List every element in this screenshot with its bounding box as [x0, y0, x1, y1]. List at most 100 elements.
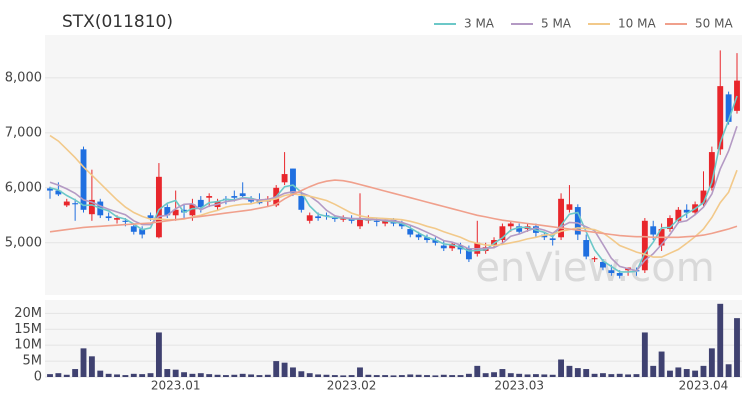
candle-body: [717, 86, 724, 150]
volume-bar: [415, 374, 422, 377]
candle-body: [298, 196, 305, 210]
volume-bar: [608, 374, 615, 377]
volume-bar: [214, 374, 221, 377]
volume-bar: [591, 373, 598, 377]
x-tick-label: 2023.01: [151, 379, 201, 393]
volume-bar: [524, 374, 531, 377]
candle-body: [407, 229, 414, 235]
candle-body: [139, 229, 146, 235]
candle-body: [415, 234, 422, 238]
candle-body: [591, 258, 598, 260]
volume-bar: [390, 375, 397, 377]
volume-bar: [47, 374, 53, 377]
candle-body: [566, 204, 573, 210]
x-tick-label: 2023.04: [679, 379, 729, 393]
moving-average-line: [49, 95, 738, 273]
volume-bar: [155, 332, 162, 377]
candle-body: [499, 226, 506, 241]
candle-body: [734, 80, 740, 111]
candle-body: [122, 220, 129, 222]
candle-body: [164, 207, 171, 216]
y-tick-label: 6,000: [5, 180, 42, 195]
candle-body: [449, 243, 456, 249]
candle-body: [608, 270, 615, 274]
volume-bar: [340, 375, 347, 377]
candle-body: [197, 199, 204, 208]
volume-bar: [457, 375, 464, 377]
candle-body: [206, 196, 213, 198]
candle-body: [290, 168, 296, 194]
volume-tick-label: 10M: [14, 338, 42, 353]
watermark: enView.com: [475, 245, 714, 291]
volume-bar: [692, 370, 699, 377]
candle-body: [315, 216, 322, 219]
volume-bar: [130, 373, 137, 377]
candle-body: [189, 204, 196, 216]
x-tick-label: 2023.03: [494, 379, 544, 393]
volume-bar: [658, 351, 665, 377]
volume-bar: [499, 369, 506, 377]
volume-bar: [63, 374, 70, 377]
candle-body: [155, 176, 162, 238]
volume-bar: [72, 369, 79, 377]
volume-bar: [315, 374, 322, 377]
volume-bar: [398, 375, 405, 377]
volume-bar: [683, 369, 690, 377]
volume-bar: [239, 373, 246, 377]
legend-label: 3 MA: [464, 17, 495, 31]
volume-bar: [348, 375, 355, 377]
candle-body: [105, 216, 112, 219]
volume-bar: [223, 375, 229, 377]
volume-bar: [80, 348, 87, 377]
volume-bar: [667, 370, 673, 377]
volume-bar: [708, 348, 715, 377]
volume-bar: [440, 374, 447, 377]
volume-bar: [281, 362, 288, 377]
legend-label: 50 MA: [695, 17, 733, 31]
candle-body: [130, 226, 137, 232]
volume-bar: [424, 375, 430, 377]
volume-bar: [139, 374, 146, 377]
volume-bar: [164, 369, 171, 377]
candle-body: [583, 240, 590, 257]
volume-bar: [675, 367, 682, 377]
volume-bar: [323, 374, 330, 377]
volume-bar: [273, 361, 280, 377]
volume-bar: [298, 371, 305, 377]
volume-bar: [625, 374, 632, 377]
candle-body: [88, 199, 95, 215]
moving-average-line: [49, 125, 738, 272]
volume-bar: [507, 373, 514, 377]
volume-bar: [147, 373, 154, 377]
candle-body: [725, 94, 732, 122]
candle-body: [72, 203, 79, 205]
candle-body: [700, 190, 707, 205]
volume-bar: [256, 375, 263, 377]
volume-tick-label: 15M: [14, 322, 42, 337]
candle-body: [398, 223, 405, 227]
candle-body: [239, 193, 246, 197]
volume-bar: [105, 373, 112, 377]
candle-body: [373, 220, 380, 222]
candle-body: [616, 273, 623, 276]
chart-title: STX(011810): [62, 12, 173, 32]
candle-body: [574, 207, 581, 235]
candle-body: [549, 238, 556, 241]
volume-bar: [55, 373, 62, 377]
candle-body: [507, 223, 514, 227]
volume-bar: [373, 375, 380, 377]
volume-bar: [725, 364, 732, 377]
candle-body: [331, 218, 338, 220]
candle-body: [382, 220, 389, 224]
candle-body: [641, 220, 648, 271]
y-tick-label: 5,000: [5, 235, 42, 250]
volume-bar: [290, 367, 296, 377]
volume-bar: [306, 373, 313, 377]
candle-body: [675, 209, 682, 221]
candle-body: [708, 152, 715, 188]
volume-bar: [357, 367, 363, 377]
volume-bar: [206, 374, 213, 377]
candle-body: [114, 218, 120, 220]
candle-body: [683, 209, 690, 213]
volume-bar: [491, 372, 497, 377]
